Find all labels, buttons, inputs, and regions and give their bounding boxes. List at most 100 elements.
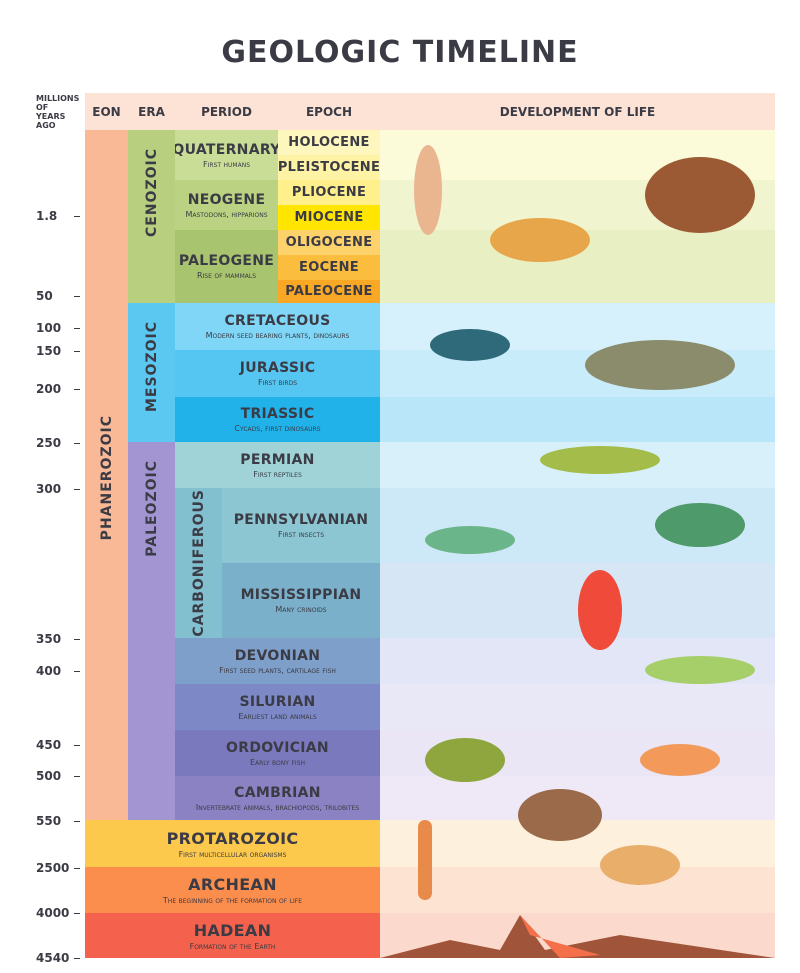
year-tick — [74, 868, 80, 869]
year-label: 4000 — [36, 906, 70, 920]
precambrian-cell: ARCHEAN The beginning of the formation of… — [85, 867, 380, 913]
year-label: 350 — [36, 632, 62, 646]
year-tick — [74, 821, 80, 822]
year-tick — [74, 639, 80, 640]
period-note: Rise of mammals — [196, 271, 257, 280]
period-name: JURASSIC — [239, 360, 316, 376]
epoch-name: OLIGOCENE — [285, 235, 373, 250]
year-tick — [74, 776, 80, 777]
epoch-name: HOLOCENE — [288, 135, 370, 150]
year-tick — [74, 913, 80, 914]
year-tick — [74, 351, 80, 352]
year-label: 1.8 — [36, 209, 58, 223]
era-cell: MESOZOIC — [128, 303, 175, 442]
period-note: Invertebrate animals, brachiopods, trilo… — [195, 802, 360, 812]
epoch-cell: EOCENE — [278, 255, 380, 280]
period-name: PENNSYLVANIAN — [233, 512, 369, 528]
epoch-cell: PLIOCENE — [278, 180, 380, 205]
life-row — [380, 638, 775, 684]
year-label: 200 — [36, 382, 62, 396]
precambrian-note: Formation of the Earth — [189, 941, 276, 951]
epoch-name: PALEOCENE — [285, 284, 373, 299]
period-name: SILURIAN — [239, 693, 316, 710]
period-cell: TRIASSIC Cycads, first dinosaurs — [175, 397, 380, 442]
year-label: 550 — [36, 814, 62, 828]
period-name: PERMIAN — [240, 451, 315, 468]
precambrian-note: The beginning of the formation of life — [162, 896, 303, 905]
era-cell: CENOZOIC — [128, 130, 175, 303]
period-name: QUATERNARY — [172, 141, 281, 158]
epoch-name: EOCENE — [299, 260, 359, 275]
year-label: 450 — [36, 738, 62, 752]
year-label: 250 — [36, 436, 62, 450]
period-note: First humans — [202, 159, 251, 169]
period-cell: QUATERNARY First humans — [172, 130, 281, 180]
period-name: TRIASSIC — [240, 406, 315, 422]
epoch-name: MIOCENE — [294, 210, 364, 225]
year-tick — [74, 489, 80, 490]
period-note: First birds — [257, 378, 298, 387]
life-row — [380, 488, 775, 563]
period-cell: MISSISSIPPIAN Many crinoids — [222, 563, 380, 638]
life-row — [380, 776, 775, 820]
header-label: DEVELOPMENT OF LIFE — [499, 104, 656, 119]
header-label: MILLIONS OF YEARS AGO — [36, 93, 80, 130]
period-cell: ORDOVICIAN Early bony fish — [175, 730, 380, 776]
year-tick — [74, 745, 80, 746]
era-cell: PALEOZOIC — [128, 442, 175, 820]
period-name: CAMBRIAN — [234, 784, 321, 801]
epoch-name: PLIOCENE — [291, 185, 367, 200]
period-name: DEVONIAN — [234, 647, 321, 664]
precambrian-name: PROTAROZOIC — [166, 828, 299, 848]
header-label: EON — [92, 104, 121, 119]
eon-cell: PHANEROZOIC — [85, 130, 128, 820]
precambrian-cell: PROTAROZOIC First multicellular organisms — [85, 820, 380, 867]
period-note: Cycads, first dinosaurs — [234, 424, 321, 433]
period-note: Modern seed bearing plants, dinosaurs — [205, 331, 350, 340]
period-note: First reptiles — [253, 469, 302, 479]
life-row — [380, 350, 775, 397]
year-tick — [74, 443, 80, 444]
period-note: First seed plants, cartilage fish — [219, 665, 336, 675]
era-name: MESOZOIC — [143, 321, 160, 413]
period-cell: JURASSIC First birds — [175, 350, 380, 397]
life-row — [380, 130, 775, 180]
title: GEOLOGIC TIMELINE — [221, 34, 579, 70]
group-name: CARBONIFEROUS — [190, 489, 207, 637]
life-row — [380, 820, 775, 867]
period-name: ORDOVICIAN — [226, 739, 329, 756]
header-label: PERIOD — [201, 104, 252, 119]
year-label: 500 — [36, 769, 62, 783]
header-cell: PERIOD — [175, 93, 278, 130]
year-tick — [74, 671, 80, 672]
header-cell: ERA — [128, 93, 175, 130]
period-note: Many crinoids — [275, 605, 327, 614]
epoch-cell: PALEOCENE — [278, 280, 380, 303]
life-row — [380, 180, 775, 230]
year-label: 50 — [36, 289, 53, 303]
period-cell: CRETACEOUS Modern seed bearing plants, di… — [175, 303, 380, 350]
era-name: CENOZOIC — [143, 148, 160, 237]
period-cell: PERMIAN First reptiles — [175, 442, 380, 488]
precambrian-name: ARCHEAN — [188, 875, 277, 894]
header-cell: DEVELOPMENT OF LIFE — [380, 93, 775, 130]
year-tick — [74, 296, 80, 297]
group-cell: CARBONIFEROUS — [175, 488, 222, 638]
header-cell: MILLIONS OF YEARS AGO — [36, 93, 85, 130]
life-row — [380, 230, 775, 303]
year-tick — [74, 216, 80, 217]
year-tick — [74, 958, 80, 959]
year-label: 100 — [36, 321, 62, 335]
life-row — [380, 563, 775, 638]
era-name: PALEOZOIC — [143, 460, 160, 557]
precambrian-cell: HADEAN Formation of the Earth — [85, 913, 380, 958]
header-label: EPOCH — [305, 104, 353, 119]
period-cell: PALEOGENE Rise of mammals — [175, 230, 278, 303]
epoch-name: PLEISTOCENE — [277, 160, 381, 175]
period-name: NEOGENE — [187, 191, 266, 208]
year-tick — [74, 389, 80, 390]
eon-name: PHANEROZOIC — [98, 415, 115, 541]
life-row — [380, 303, 775, 350]
precambrian-name: HADEAN — [193, 920, 272, 940]
